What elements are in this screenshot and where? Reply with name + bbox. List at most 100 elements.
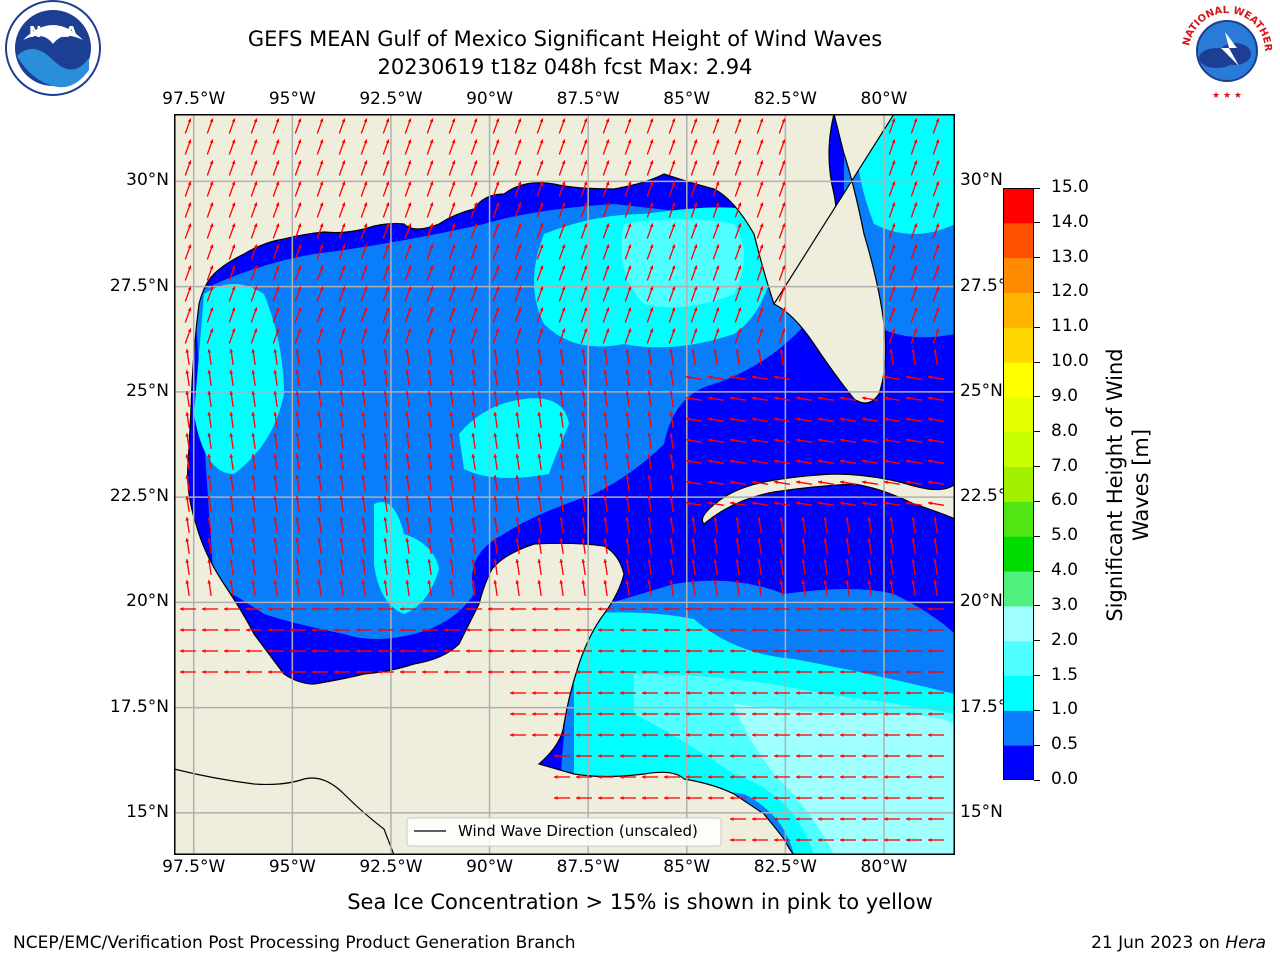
wind-arrow-head — [686, 670, 690, 674]
wind-arrow-head — [209, 202, 214, 207]
wind-arrow-head — [539, 139, 544, 144]
wind-arrow-head — [840, 691, 844, 695]
wind-arrow-head — [451, 244, 456, 249]
wind-arrow-head — [427, 391, 432, 395]
wind-arrow-head — [407, 181, 412, 186]
wind-arrow-head — [691, 517, 696, 521]
wind-arrow-head — [422, 607, 426, 611]
wind-arrow-head — [341, 265, 346, 270]
wind-arrow-head — [561, 244, 566, 249]
wind-arrow-head — [796, 817, 800, 821]
wind-arrow-head — [928, 417, 932, 422]
wind-arrow-head — [774, 649, 778, 653]
wind-arrow-head — [427, 454, 432, 458]
wind-arrow-head — [774, 607, 778, 611]
wind-arrow-head — [449, 559, 454, 563]
wind-arrow-head — [180, 628, 184, 632]
wind-arrow-head — [774, 838, 778, 842]
wind-arrow-head — [341, 328, 346, 333]
wind-arrow-head — [840, 649, 844, 653]
wind-arrow-head — [913, 202, 918, 207]
colorbar-segment — [1003, 710, 1034, 746]
wind-arrow-head — [517, 181, 522, 186]
wind-arrow-head — [693, 118, 698, 123]
wind-arrow-head — [339, 517, 344, 521]
wind-arrow-head — [603, 475, 608, 479]
wind-arrow-head — [884, 375, 888, 380]
wind-arrow-head — [339, 433, 344, 437]
wind-arrow-head — [466, 649, 470, 653]
wind-arrow-head — [405, 370, 410, 374]
wind-arrow-head — [730, 712, 734, 716]
wind-arrow-head — [185, 580, 190, 584]
wind-arrow-head — [669, 475, 674, 479]
lat-tick-label: 25°N — [126, 380, 169, 401]
wind-arrow-head — [493, 475, 498, 479]
wind-arrow-head — [730, 607, 734, 611]
wind-arrow-head — [334, 607, 338, 611]
wind-arrow-head — [576, 712, 580, 716]
wind-arrow-head — [515, 559, 520, 563]
wind-arrow-head — [554, 712, 558, 716]
lon-tick-label: 90°W — [466, 89, 514, 109]
lon-tick-label: 90°W — [466, 857, 514, 877]
wind-arrow-head — [603, 349, 608, 353]
wind-arrow-head — [774, 480, 778, 485]
wind-arrow-head — [273, 454, 278, 458]
wind-arrow-head — [407, 286, 412, 291]
graticule — [174, 114, 955, 855]
wind-arrow-head — [581, 475, 586, 479]
wind-arrow-head — [559, 538, 564, 542]
wind-arrow-head — [642, 796, 646, 800]
wind-arrow-head — [627, 307, 632, 312]
wind-arrow-head — [625, 433, 630, 437]
wind-arrow-head — [693, 265, 698, 270]
wind-arrow-head — [407, 265, 412, 270]
wind-arrow-head — [187, 244, 192, 249]
wind-arrow-head — [603, 433, 608, 437]
wind-arrow-head — [752, 733, 756, 737]
wind-arrow-head — [473, 223, 478, 228]
wind-arrow-head — [581, 580, 586, 584]
wind-arrow-head — [845, 538, 850, 542]
wind-arrow-head — [493, 391, 498, 395]
wind-arrow-head — [796, 775, 800, 779]
wind-arrow-head — [319, 265, 324, 270]
wind-arrow-head — [488, 649, 492, 653]
wind-arrow-head — [862, 459, 866, 464]
wind-arrow-head — [884, 480, 888, 485]
wind-arrow-head — [559, 454, 564, 458]
wind-arrow-head — [576, 628, 580, 632]
wind-arrow-head — [405, 433, 410, 437]
wind-arrow-head — [935, 244, 940, 249]
wind-arrow-head — [422, 628, 426, 632]
wind-arrow-head — [229, 349, 234, 353]
wind-arrow-head — [913, 139, 918, 144]
wind-arrow-head — [209, 265, 214, 270]
wind-arrow-head — [823, 580, 828, 584]
wind-arrow-head — [515, 349, 520, 353]
wind-arrow-head — [537, 559, 542, 563]
wind-arrow-head — [774, 438, 778, 443]
wind-arrow-head — [801, 580, 806, 584]
wind-arrow-head — [429, 307, 434, 312]
wind-arrow-head — [708, 628, 712, 632]
colorbar-label-line-1: Significant Height of Wind — [1103, 348, 1127, 622]
colorbar-tick-label: 4.0 — [1051, 560, 1079, 581]
wind-arrow-head — [363, 181, 368, 186]
wind-arrow-head — [752, 754, 756, 758]
wind-arrow-head — [295, 559, 300, 563]
wind-arrow-head — [378, 670, 382, 674]
wind-arrow-head — [686, 733, 690, 737]
wind-arrow-head — [539, 265, 544, 270]
wind-arrow-head — [561, 139, 566, 144]
wind-arrow-head — [495, 307, 500, 312]
wind-arrow-head — [867, 580, 872, 584]
wind-arrow-head — [647, 559, 652, 563]
wind-arrow-head — [669, 433, 674, 437]
wind-arrow-head — [273, 559, 278, 563]
wind-arrow-head — [334, 628, 338, 632]
wind-arrow-head — [779, 580, 784, 584]
lon-tick-label: 87.5°W — [556, 89, 620, 109]
wind-arrow-head — [495, 118, 500, 123]
